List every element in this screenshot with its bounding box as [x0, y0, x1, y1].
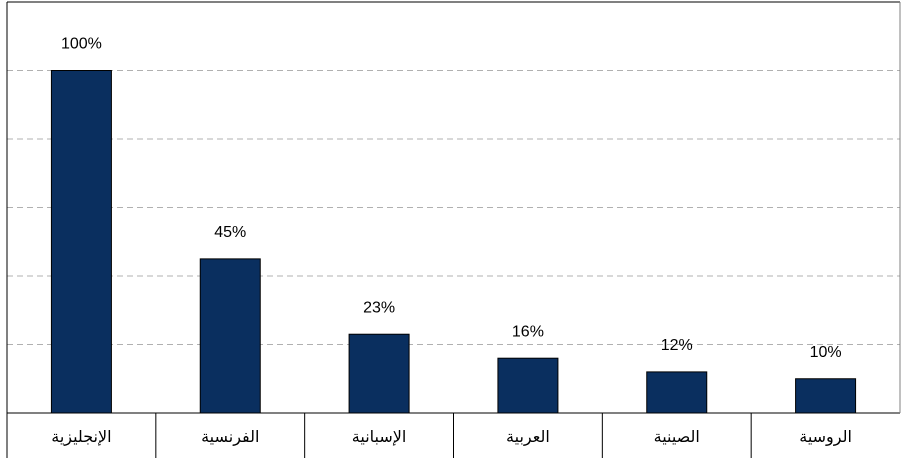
x-tick-label: العربية: [506, 429, 550, 447]
x-tick-label: الفرنسية: [201, 429, 259, 447]
x-tick-label: الإنجليزية: [51, 429, 111, 447]
bar: [497, 357, 559, 414]
bar: [646, 371, 708, 414]
bar: [199, 258, 261, 414]
x-tick-label: الروسية: [799, 429, 852, 447]
bar: [348, 333, 410, 414]
bar: [795, 378, 857, 414]
value-label: 10%: [810, 344, 842, 361]
x-tick-label: الصينية: [654, 429, 700, 446]
value-label: 16%: [512, 323, 544, 340]
value-label: 45%: [214, 224, 246, 241]
x-tick-label: الإسبانية: [352, 429, 407, 446]
value-label: 23%: [363, 299, 395, 316]
value-label: 12%: [661, 337, 693, 354]
bar: [50, 70, 112, 414]
value-label: 100%: [61, 36, 102, 53]
